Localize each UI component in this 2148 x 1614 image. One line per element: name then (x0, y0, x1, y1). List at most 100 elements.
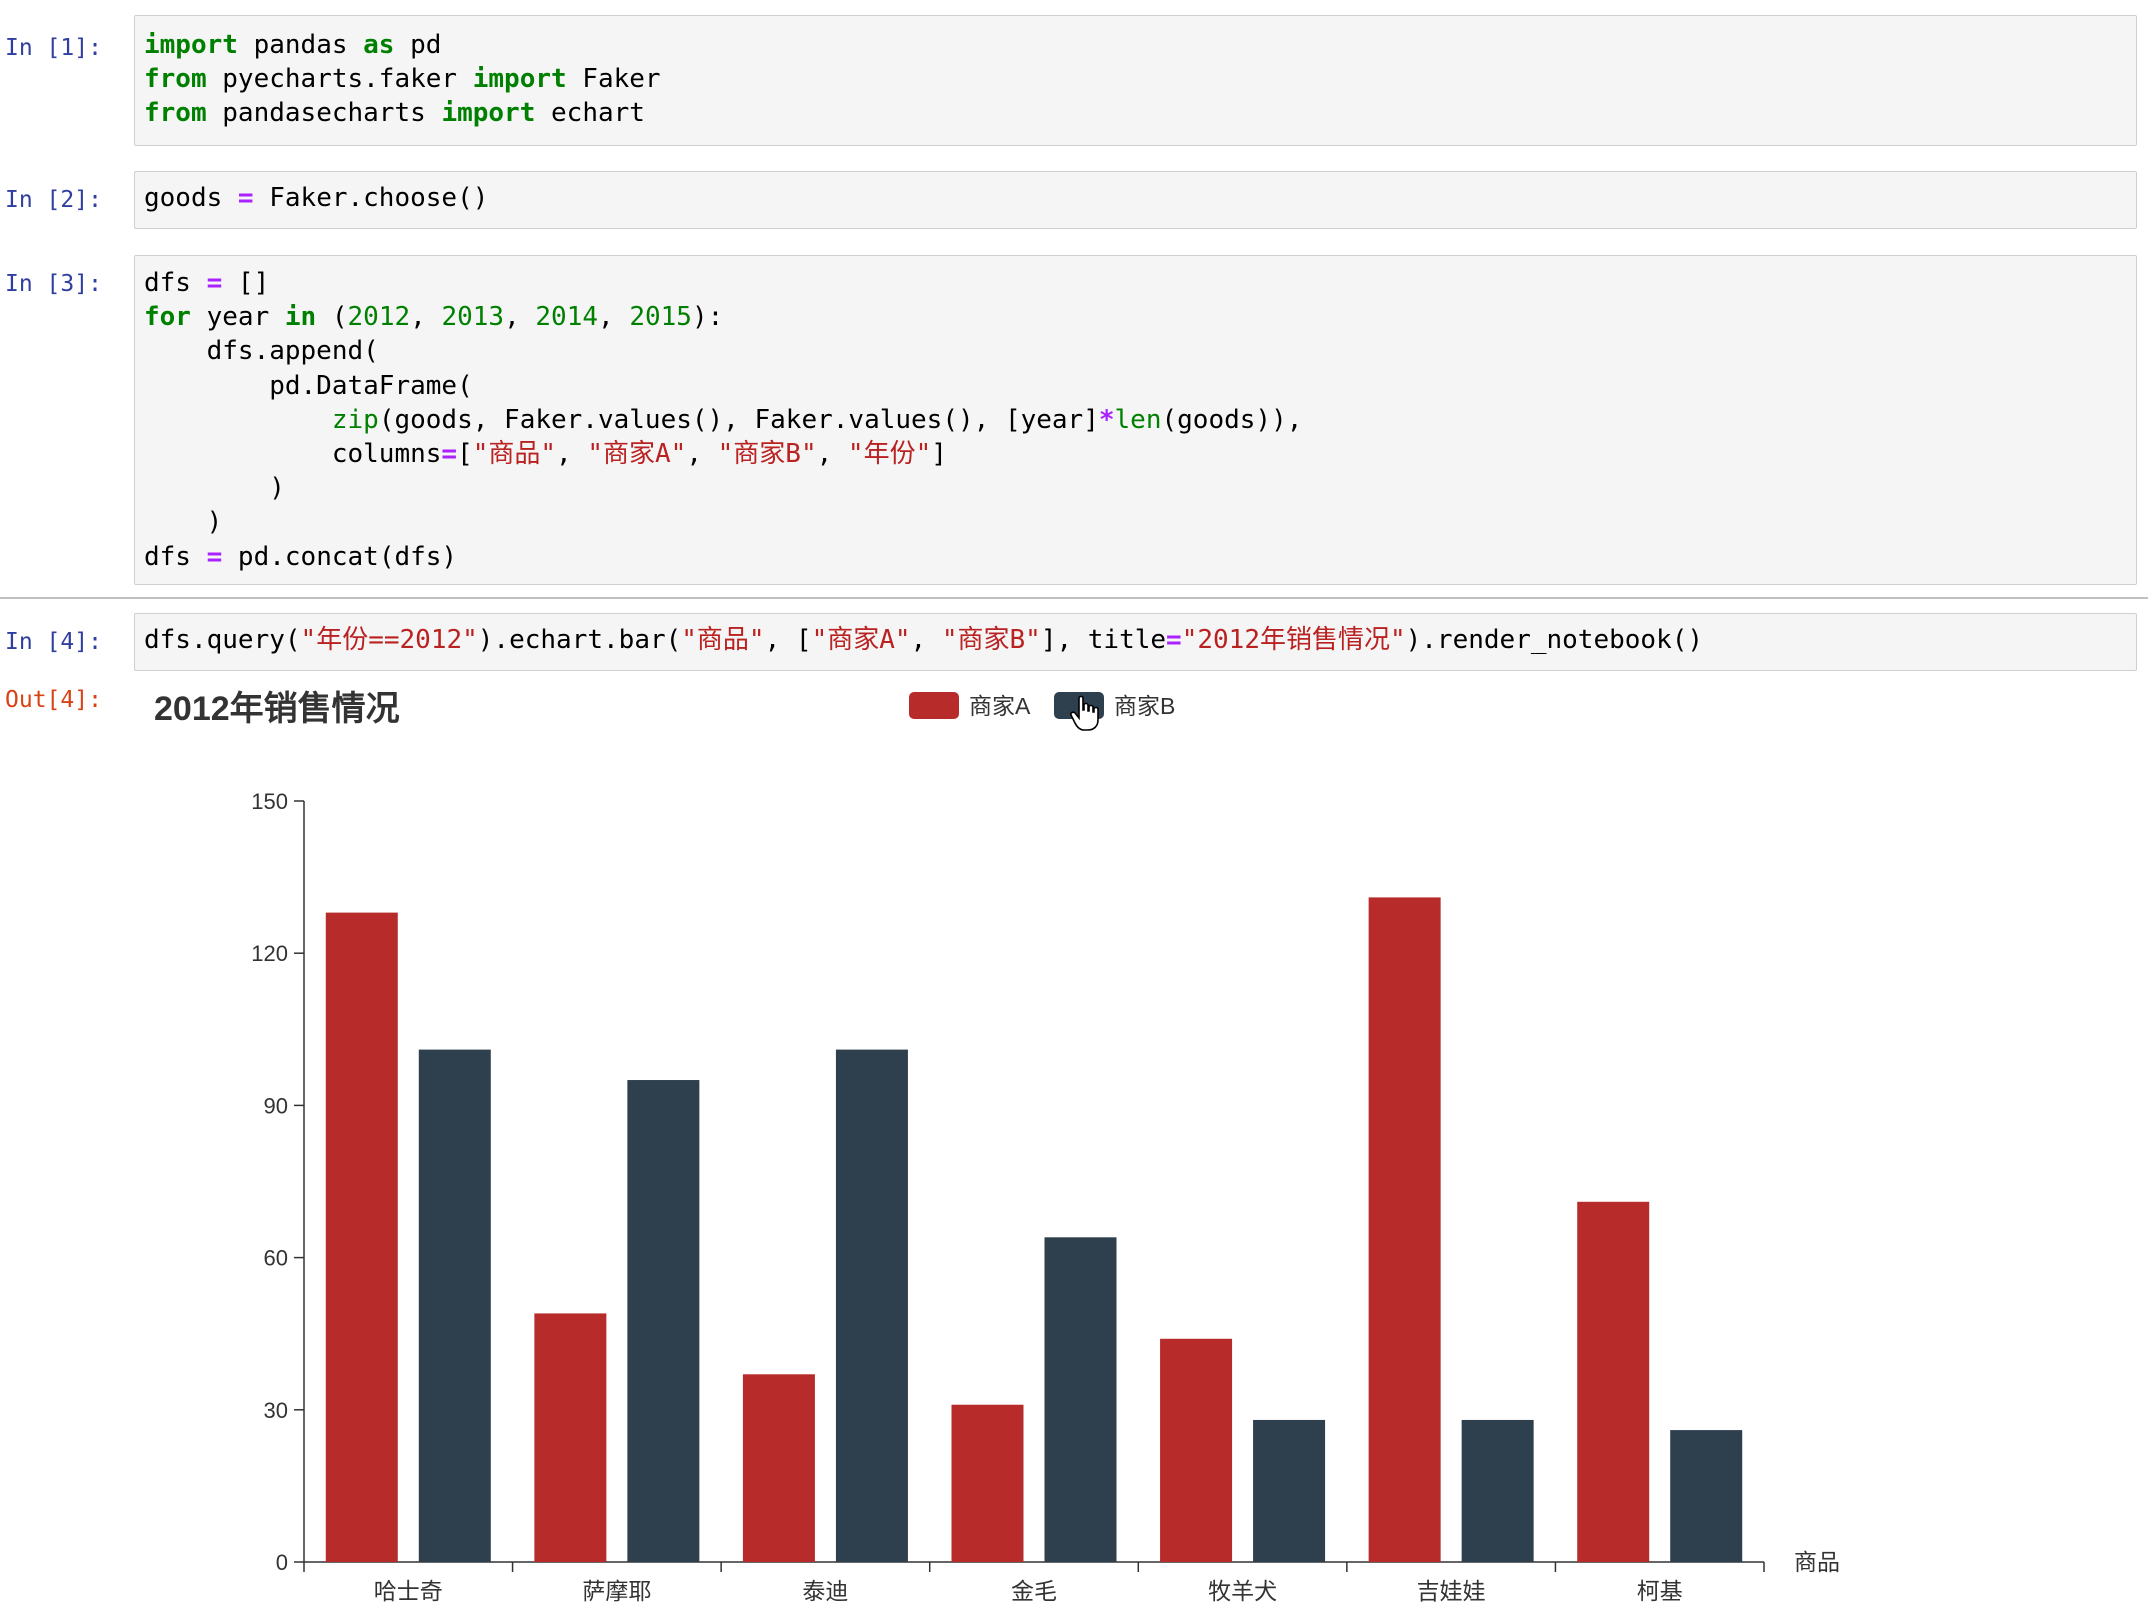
code-cell-4[interactable]: In [4]: dfs.query("年份==2012").echart.bar… (0, 602, 2148, 692)
bar-chart-output[interactable]: 2012年销售情况 商家A 商家B 0 30 60 90 120 150 哈士奇 萨摩耶 泰迪 金毛… (134, 675, 2094, 1610)
code-line: dfs.query("年份==2012").echart.bar("商品", [… (144, 623, 1703, 657)
code-token: ], title (1040, 625, 1167, 655)
code-token: 2015 (629, 302, 692, 333)
bar-a[interactable] (951, 1404, 1024, 1562)
code-token: = (237, 183, 254, 213)
x-tick-label: 牧羊犬 (1208, 1578, 1277, 1604)
code-token: , (686, 439, 718, 470)
code-token: = (206, 541, 223, 572)
code-token: pandasecharts (206, 98, 442, 129)
code-token: * (1098, 404, 1115, 435)
code-token: Faker.choose() (253, 183, 489, 213)
code-token: zip (331, 404, 379, 435)
y-tick-label: 0 (276, 1550, 288, 1575)
code-token: ): (691, 302, 724, 333)
input-prompt: In [3]: (5, 271, 102, 297)
bar-a[interactable] (325, 912, 398, 1562)
code-text: dfs = [] for year in (2012, 2013, 2014, 2… (144, 266, 1302, 574)
code-line: dfs.append( (144, 334, 1302, 368)
code-token: , [ (764, 625, 812, 655)
bar-b[interactable] (1044, 1237, 1117, 1562)
code-token: dfs.query( (144, 625, 301, 655)
x-tick-label: 金毛 (1011, 1578, 1057, 1604)
code-token: "商品" (681, 625, 765, 655)
legend-swatch[interactable] (909, 692, 959, 719)
legend-label[interactable]: 商家B (1114, 693, 1175, 719)
bar-b[interactable] (418, 1049, 491, 1562)
code-token: dfs (144, 541, 207, 572)
code-token: "年份" (847, 439, 932, 470)
code-token: pd.DataFrame( (144, 370, 473, 401)
y-tick-label: 60 (264, 1246, 288, 1271)
code-line: ) (144, 471, 1302, 505)
code-line: zip(goods, Faker.values(), Faker.values(… (144, 403, 1303, 437)
x-tick-label: 吉娃娃 (1417, 1578, 1486, 1604)
code-token: len (1114, 404, 1162, 435)
code-token: = (1166, 625, 1182, 655)
code-token: columns (144, 439, 442, 470)
code-token: 2013 (441, 302, 505, 333)
bar-a[interactable] (742, 1374, 815, 1562)
input-prompt: In [4]: (5, 629, 102, 655)
code-token: "商家A" (587, 439, 687, 470)
code-token (144, 405, 332, 435)
code-cell-1[interactable]: In [1]: import pandas as pd from pyechart… (0, 0, 2148, 150)
code-line: for year in (2012, 2013, 2014, 2015): (144, 300, 1302, 334)
code-line: from pyecharts.faker import Faker (144, 62, 661, 96)
bar-a[interactable] (1160, 1338, 1233, 1562)
y-tick-label: 150 (251, 789, 288, 814)
code-input[interactable]: goods = Faker.choose() (134, 171, 2137, 229)
code-input[interactable]: dfs.query("年份==2012").echart.bar("商品", [… (134, 613, 2137, 671)
bar-b[interactable] (627, 1080, 700, 1562)
code-text: import pandas as pd from pyecharts.faker … (144, 28, 661, 131)
x-tick-label: 萨摩耶 (582, 1578, 651, 1604)
code-token: (goods)), (1161, 404, 1303, 435)
x-tick-label: 泰迪 (802, 1578, 848, 1604)
code-token: dfs (144, 268, 207, 298)
code-token: , (556, 439, 588, 470)
code-line: import pandas as pd (144, 28, 661, 62)
code-input[interactable]: dfs = [] for year in (2012, 2013, 2014, 2… (134, 255, 2137, 585)
bar-b[interactable] (1253, 1419, 1326, 1562)
code-cell-3[interactable]: In [3]: dfs = [] for year in (2012, 2013,… (0, 245, 2148, 590)
chart-legend[interactable]: 商家A 商家B (909, 692, 1175, 719)
code-line: columns=["商品", "商家A", "商家B", "年份"] (144, 437, 1302, 471)
code-line: from pandasecharts import echart (144, 96, 661, 130)
code-cell-2[interactable]: In [2]: goods = Faker.choose() (0, 160, 2148, 240)
code-token: from (144, 98, 207, 129)
bar-b[interactable] (1461, 1419, 1534, 1562)
bar-b[interactable] (835, 1049, 908, 1562)
code-token: [] (222, 268, 270, 298)
y-tick-label: 30 (264, 1398, 288, 1423)
bar-a[interactable] (534, 1313, 607, 1562)
code-token: from (144, 64, 207, 95)
hand-cursor-icon (1070, 695, 1099, 731)
bar-a[interactable] (1368, 897, 1441, 1562)
code-token: ).render_notebook() (1405, 625, 1704, 655)
x-tick-label: 柯基 (1637, 1578, 1683, 1604)
code-token: "商品" (472, 439, 557, 470)
code-line: ) (144, 505, 1302, 539)
output-prompt: Out[4]: (5, 687, 102, 713)
code-token: ).echart.bar( (477, 625, 682, 655)
code-line: goods = Faker.choose() (144, 181, 488, 215)
code-token: pd.concat(dfs) (222, 541, 458, 572)
bar-a[interactable] (1577, 1201, 1650, 1562)
code-token: ( (316, 302, 348, 333)
code-token: as (363, 30, 395, 60)
code-token: 2014 (535, 302, 599, 333)
code-token: for (144, 302, 191, 333)
code-token: 2012 (347, 302, 411, 333)
code-token: ) (144, 473, 285, 504)
code-token: (goods, Faker.values(), Faker.values(), … (378, 404, 1099, 435)
code-line: pd.DataFrame( (144, 369, 1302, 403)
legend-label[interactable]: 商家A (969, 693, 1031, 719)
code-line: dfs = [] (144, 266, 1302, 300)
code-text: dfs.query("年份==2012").echart.bar("商品", [… (144, 623, 1703, 657)
code-input[interactable]: import pandas as pd from pyecharts.faker … (134, 15, 2137, 146)
code-token: , (410, 302, 442, 333)
chart-bars[interactable] (325, 897, 1743, 1562)
bar-chart[interactable]: 2012年销售情况 商家A 商家B 0 30 60 90 120 150 哈士奇 萨摩耶 泰迪 金毛… (134, 675, 2094, 1610)
bar-b[interactable] (1670, 1430, 1743, 1562)
code-token: import (441, 98, 536, 129)
